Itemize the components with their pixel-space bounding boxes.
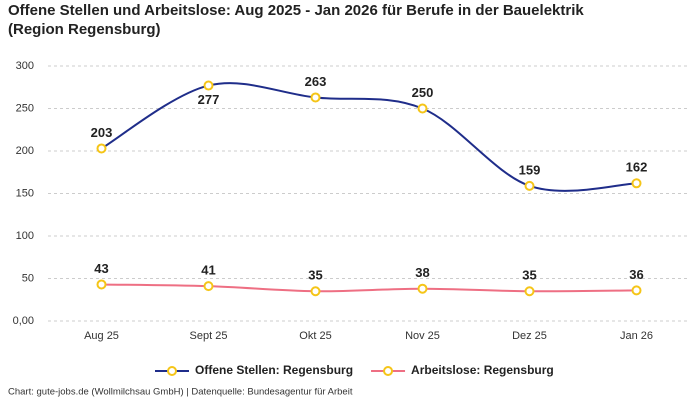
- footer: Chart: gute-jobs.de (Wollmilchsau GmbH) …: [8, 387, 353, 398]
- point-marker: [96, 143, 107, 154]
- x-tick-label: Jan 26: [620, 330, 653, 342]
- legend-label: Offene Stellen: Regensburg: [195, 363, 353, 377]
- value-label: 162: [626, 160, 648, 175]
- point-marker: [417, 103, 428, 114]
- point-marker: [524, 286, 535, 297]
- value-label: 35: [522, 268, 536, 283]
- y-tick-label: 150: [16, 187, 34, 199]
- point-marker: [631, 178, 642, 189]
- point-marker: [524, 180, 535, 191]
- y-tick-label: 50: [22, 272, 34, 284]
- point-marker: [96, 279, 107, 290]
- value-label: 277: [198, 92, 220, 107]
- value-label: 38: [415, 265, 429, 280]
- y-tick-label: 300: [16, 60, 34, 72]
- series-line: [100, 82, 637, 192]
- value-label: 35: [308, 268, 322, 283]
- point-marker: [310, 286, 321, 297]
- y-tick-label: 100: [16, 230, 34, 242]
- series-line: [101, 283, 637, 293]
- x-tick-label: Dez 25: [512, 330, 547, 342]
- value-label: 36: [629, 267, 643, 282]
- point-marker: [310, 92, 321, 103]
- y-tick-label: 0,00: [13, 315, 34, 327]
- chart-subtitle: (Region Regensburg): [8, 21, 161, 38]
- value-label: 43: [94, 261, 108, 276]
- y-tick-label: 250: [16, 102, 34, 114]
- value-label: 203: [91, 125, 113, 140]
- point-marker: [417, 283, 428, 294]
- point-marker: [203, 80, 214, 91]
- x-tick-label: Okt 25: [299, 330, 331, 342]
- point-marker: [203, 281, 214, 292]
- point-marker: [631, 285, 642, 296]
- legend-marker: [383, 366, 394, 376]
- y-tick-label: 200: [16, 145, 34, 157]
- x-tick-label: Aug 25: [84, 330, 119, 342]
- legend-label: Arbeitslose: Regensburg: [411, 363, 554, 377]
- legend-marker: [167, 366, 177, 376]
- x-tick-label: Sept 25: [190, 330, 228, 342]
- value-label: 159: [519, 162, 541, 177]
- chart-title: Offene Stellen und Arbeitslose: Aug 2025…: [8, 2, 584, 19]
- x-tick-label: Nov 25: [405, 330, 440, 342]
- value-label: 263: [305, 74, 327, 89]
- value-label: 41: [201, 263, 215, 278]
- value-label: 250: [412, 85, 434, 100]
